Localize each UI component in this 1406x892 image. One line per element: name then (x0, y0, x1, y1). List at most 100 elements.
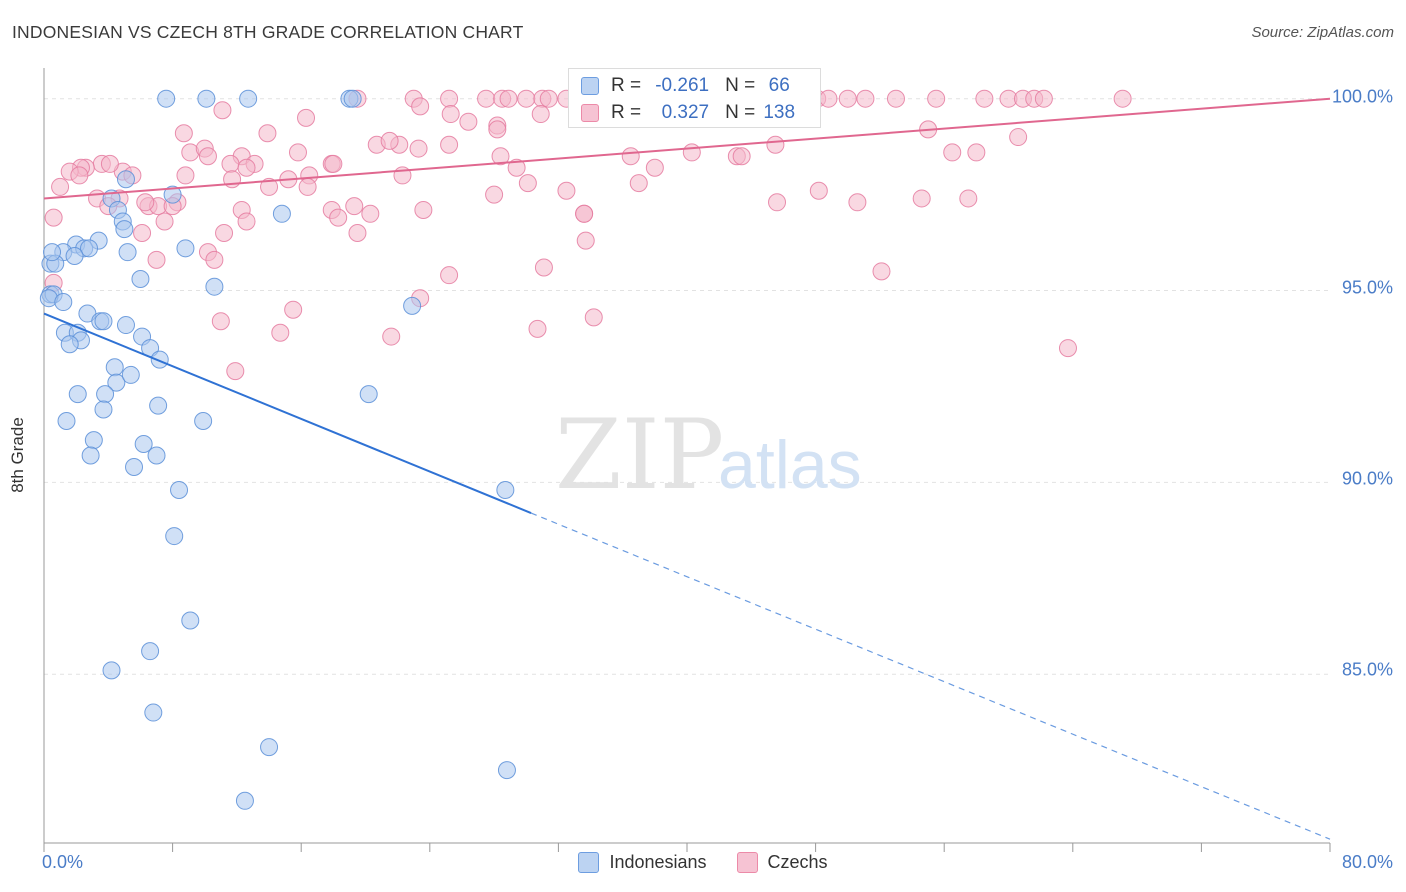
indonesian-point (144, 703, 163, 722)
czech-point (411, 97, 430, 116)
indonesian-point (163, 185, 182, 204)
czech-point (237, 158, 256, 177)
czech-point (136, 193, 155, 212)
czech-point (215, 223, 234, 242)
czech-point (517, 89, 536, 108)
legend-swatch (736, 852, 758, 873)
czech-point (848, 193, 867, 212)
y-tick-label: 100.0% (1331, 86, 1393, 107)
indonesian-point (115, 220, 134, 239)
czech-point (298, 177, 317, 196)
czech-point (147, 250, 166, 269)
indonesian-point (81, 446, 100, 465)
indonesian-point (131, 270, 150, 289)
legend-item-indonesians[interactable]: Indonesians (578, 852, 707, 873)
y-tick-label: 95.0% (1341, 277, 1393, 298)
czech-point (768, 193, 787, 212)
czech-point (682, 143, 701, 162)
legend-item-czechs[interactable]: Czechs (736, 852, 828, 873)
czech-point (271, 323, 290, 342)
indonesian-points (39, 89, 516, 810)
y-tick-label: 85.0% (1341, 659, 1393, 680)
czech-point (213, 101, 232, 120)
indonesian-point (107, 373, 126, 392)
czech-point (959, 189, 978, 208)
r-value: 0.327 (661, 102, 710, 123)
indonesian-point (94, 400, 113, 419)
czech-point (576, 231, 595, 250)
czech-point (1058, 339, 1077, 358)
czech-point (507, 158, 526, 177)
indonesian-point (170, 481, 189, 500)
czech-point (329, 208, 348, 227)
legend-swatch (581, 104, 599, 122)
indonesian-point (68, 385, 87, 404)
indonesian-point (121, 365, 140, 384)
indonesian-point (54, 293, 73, 312)
indonesian-point (96, 385, 115, 404)
indonesian-point (65, 246, 84, 265)
czech-point (491, 147, 510, 166)
indonesian-point (260, 738, 279, 757)
indonesian-point (116, 170, 135, 189)
czech-point (819, 89, 838, 108)
czech-point (856, 89, 875, 108)
indonesian-point (181, 611, 200, 630)
indonesian-point (197, 89, 216, 108)
legend-row-indonesians: R = -0.261 N = 66 (581, 74, 803, 98)
x-tick-label: 0.0% (42, 852, 84, 872)
r-label: R = (611, 75, 642, 96)
czech-point (528, 319, 547, 338)
indonesian-point (134, 434, 153, 453)
indonesian-point (125, 458, 144, 477)
czech-point (584, 308, 603, 327)
czech-point (629, 174, 648, 193)
czech-point (258, 124, 277, 143)
indonesian-point (116, 316, 135, 335)
czech-point (488, 120, 507, 139)
czech-point (155, 212, 174, 231)
indonesian-point (57, 411, 76, 430)
czech-point (886, 89, 905, 108)
czech-point (943, 143, 962, 162)
czech-point (557, 181, 576, 200)
stats-legend: R = -0.261 N = 66 R = 0.327 N = 138 (568, 68, 821, 128)
indonesian-point (176, 239, 195, 258)
indonesian-point (150, 350, 169, 369)
czech-point (499, 89, 518, 108)
czech-point (70, 166, 89, 185)
n-value: 66 (768, 75, 790, 96)
czech-point (575, 204, 594, 223)
czech-point (348, 223, 367, 242)
indonesian-point (272, 204, 291, 223)
czech-point (975, 89, 994, 108)
indonesian-point (118, 243, 137, 262)
czech-point (211, 312, 230, 331)
czech-point (44, 208, 63, 227)
legend-label: Indonesians (609, 852, 707, 872)
indonesian-point (496, 481, 515, 500)
indonesian-point (165, 527, 184, 546)
czech-point (534, 258, 553, 277)
indonesian-point (84, 431, 103, 450)
czech-point (440, 135, 459, 154)
czech-point (518, 174, 537, 193)
legend-label: Czechs (767, 852, 828, 872)
chart-title: INDONESIAN VS CZECH 8TH GRADE CORRELATIO… (12, 22, 524, 42)
czech-point (100, 154, 119, 173)
indonesian-point (343, 89, 362, 108)
czech-point (838, 89, 857, 108)
czech-point (531, 105, 550, 124)
czech-point (477, 89, 496, 108)
czech-point (198, 147, 217, 166)
czech-point (732, 147, 751, 166)
czech-point (260, 177, 279, 196)
indonesian-trend-extension (530, 512, 1331, 840)
czech-point (382, 327, 401, 346)
indonesian-point (205, 277, 224, 296)
czech-point (51, 177, 70, 196)
czech-point (912, 189, 931, 208)
legend-swatch (581, 77, 599, 95)
indonesian-trend-line (43, 312, 532, 514)
